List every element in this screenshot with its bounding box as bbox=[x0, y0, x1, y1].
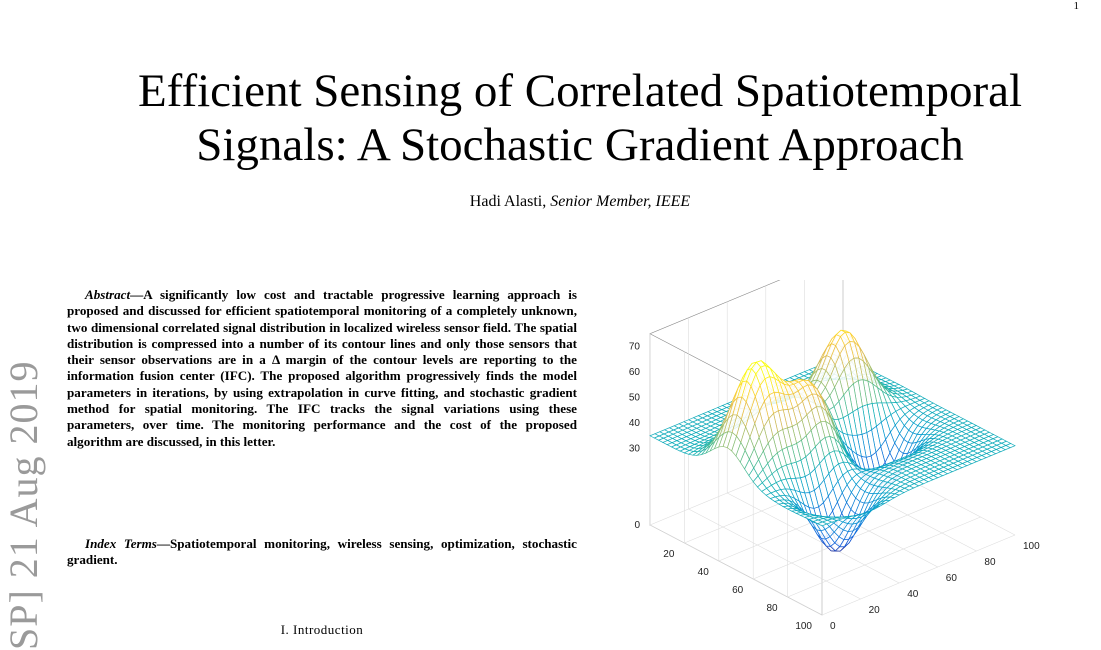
z-tick-label: 30 bbox=[629, 444, 641, 455]
y-tick-label: 100 bbox=[1023, 541, 1040, 552]
author-line: Hadi Alasti, Senior Member, IEEE bbox=[60, 193, 1100, 211]
x-tick-label: 20 bbox=[663, 549, 675, 560]
section-heading: I. Introduction bbox=[67, 622, 577, 638]
title-line-1: Efficient Sensing of Correlated Spatiote… bbox=[138, 65, 1022, 117]
y-tick-label: 20 bbox=[869, 605, 881, 616]
x-tick-label: 100 bbox=[795, 621, 812, 632]
z-tick-label: 40 bbox=[629, 418, 641, 429]
surface-plot: 0 30 40 50 60 70 20 40 60 80 100 0 20 40 60 80 100 bbox=[610, 280, 1090, 640]
abstract-lead: Abstract bbox=[85, 287, 130, 302]
author-role: Senior Member, IEEE bbox=[550, 193, 690, 210]
grid-line bbox=[822, 535, 1015, 615]
page-number: 1 bbox=[1074, 0, 1080, 12]
x-tick-label: 40 bbox=[698, 567, 710, 578]
z-tick-label: 50 bbox=[629, 393, 641, 404]
z-tick-label: 60 bbox=[629, 367, 641, 378]
surface-figure: 0 30 40 50 60 70 20 40 60 80 100 0 20 40 60 80 100 bbox=[610, 280, 1090, 640]
title-line-2: Signals: A Stochastic Gradient Approach bbox=[196, 119, 964, 171]
y-tick-label: 60 bbox=[946, 573, 958, 584]
x-tick-label: 80 bbox=[766, 603, 778, 614]
arxiv-stamp: SP] 21 Aug 2019 bbox=[0, 50, 47, 650]
z-tick-label: 0 bbox=[634, 520, 640, 531]
paper-title: Efficient Sensing of Correlated Spatiote… bbox=[60, 64, 1100, 172]
index-terms: Index Terms—Spatiotemporal monitoring, w… bbox=[67, 536, 577, 569]
abstract: Abstract—A significantly low cost and tr… bbox=[67, 287, 577, 450]
y-tick-label: 80 bbox=[984, 557, 996, 568]
abstract-body: A significantly low cost and tractable p… bbox=[67, 287, 577, 449]
index-terms-lead: Index Terms bbox=[85, 536, 157, 551]
y-tick-label: 40 bbox=[907, 589, 919, 600]
z-tick-label: 70 bbox=[629, 342, 641, 353]
author-name: Hadi Alasti, bbox=[470, 193, 546, 210]
x-tick-label: 60 bbox=[732, 585, 744, 596]
y-tick-label: 0 bbox=[830, 621, 836, 632]
